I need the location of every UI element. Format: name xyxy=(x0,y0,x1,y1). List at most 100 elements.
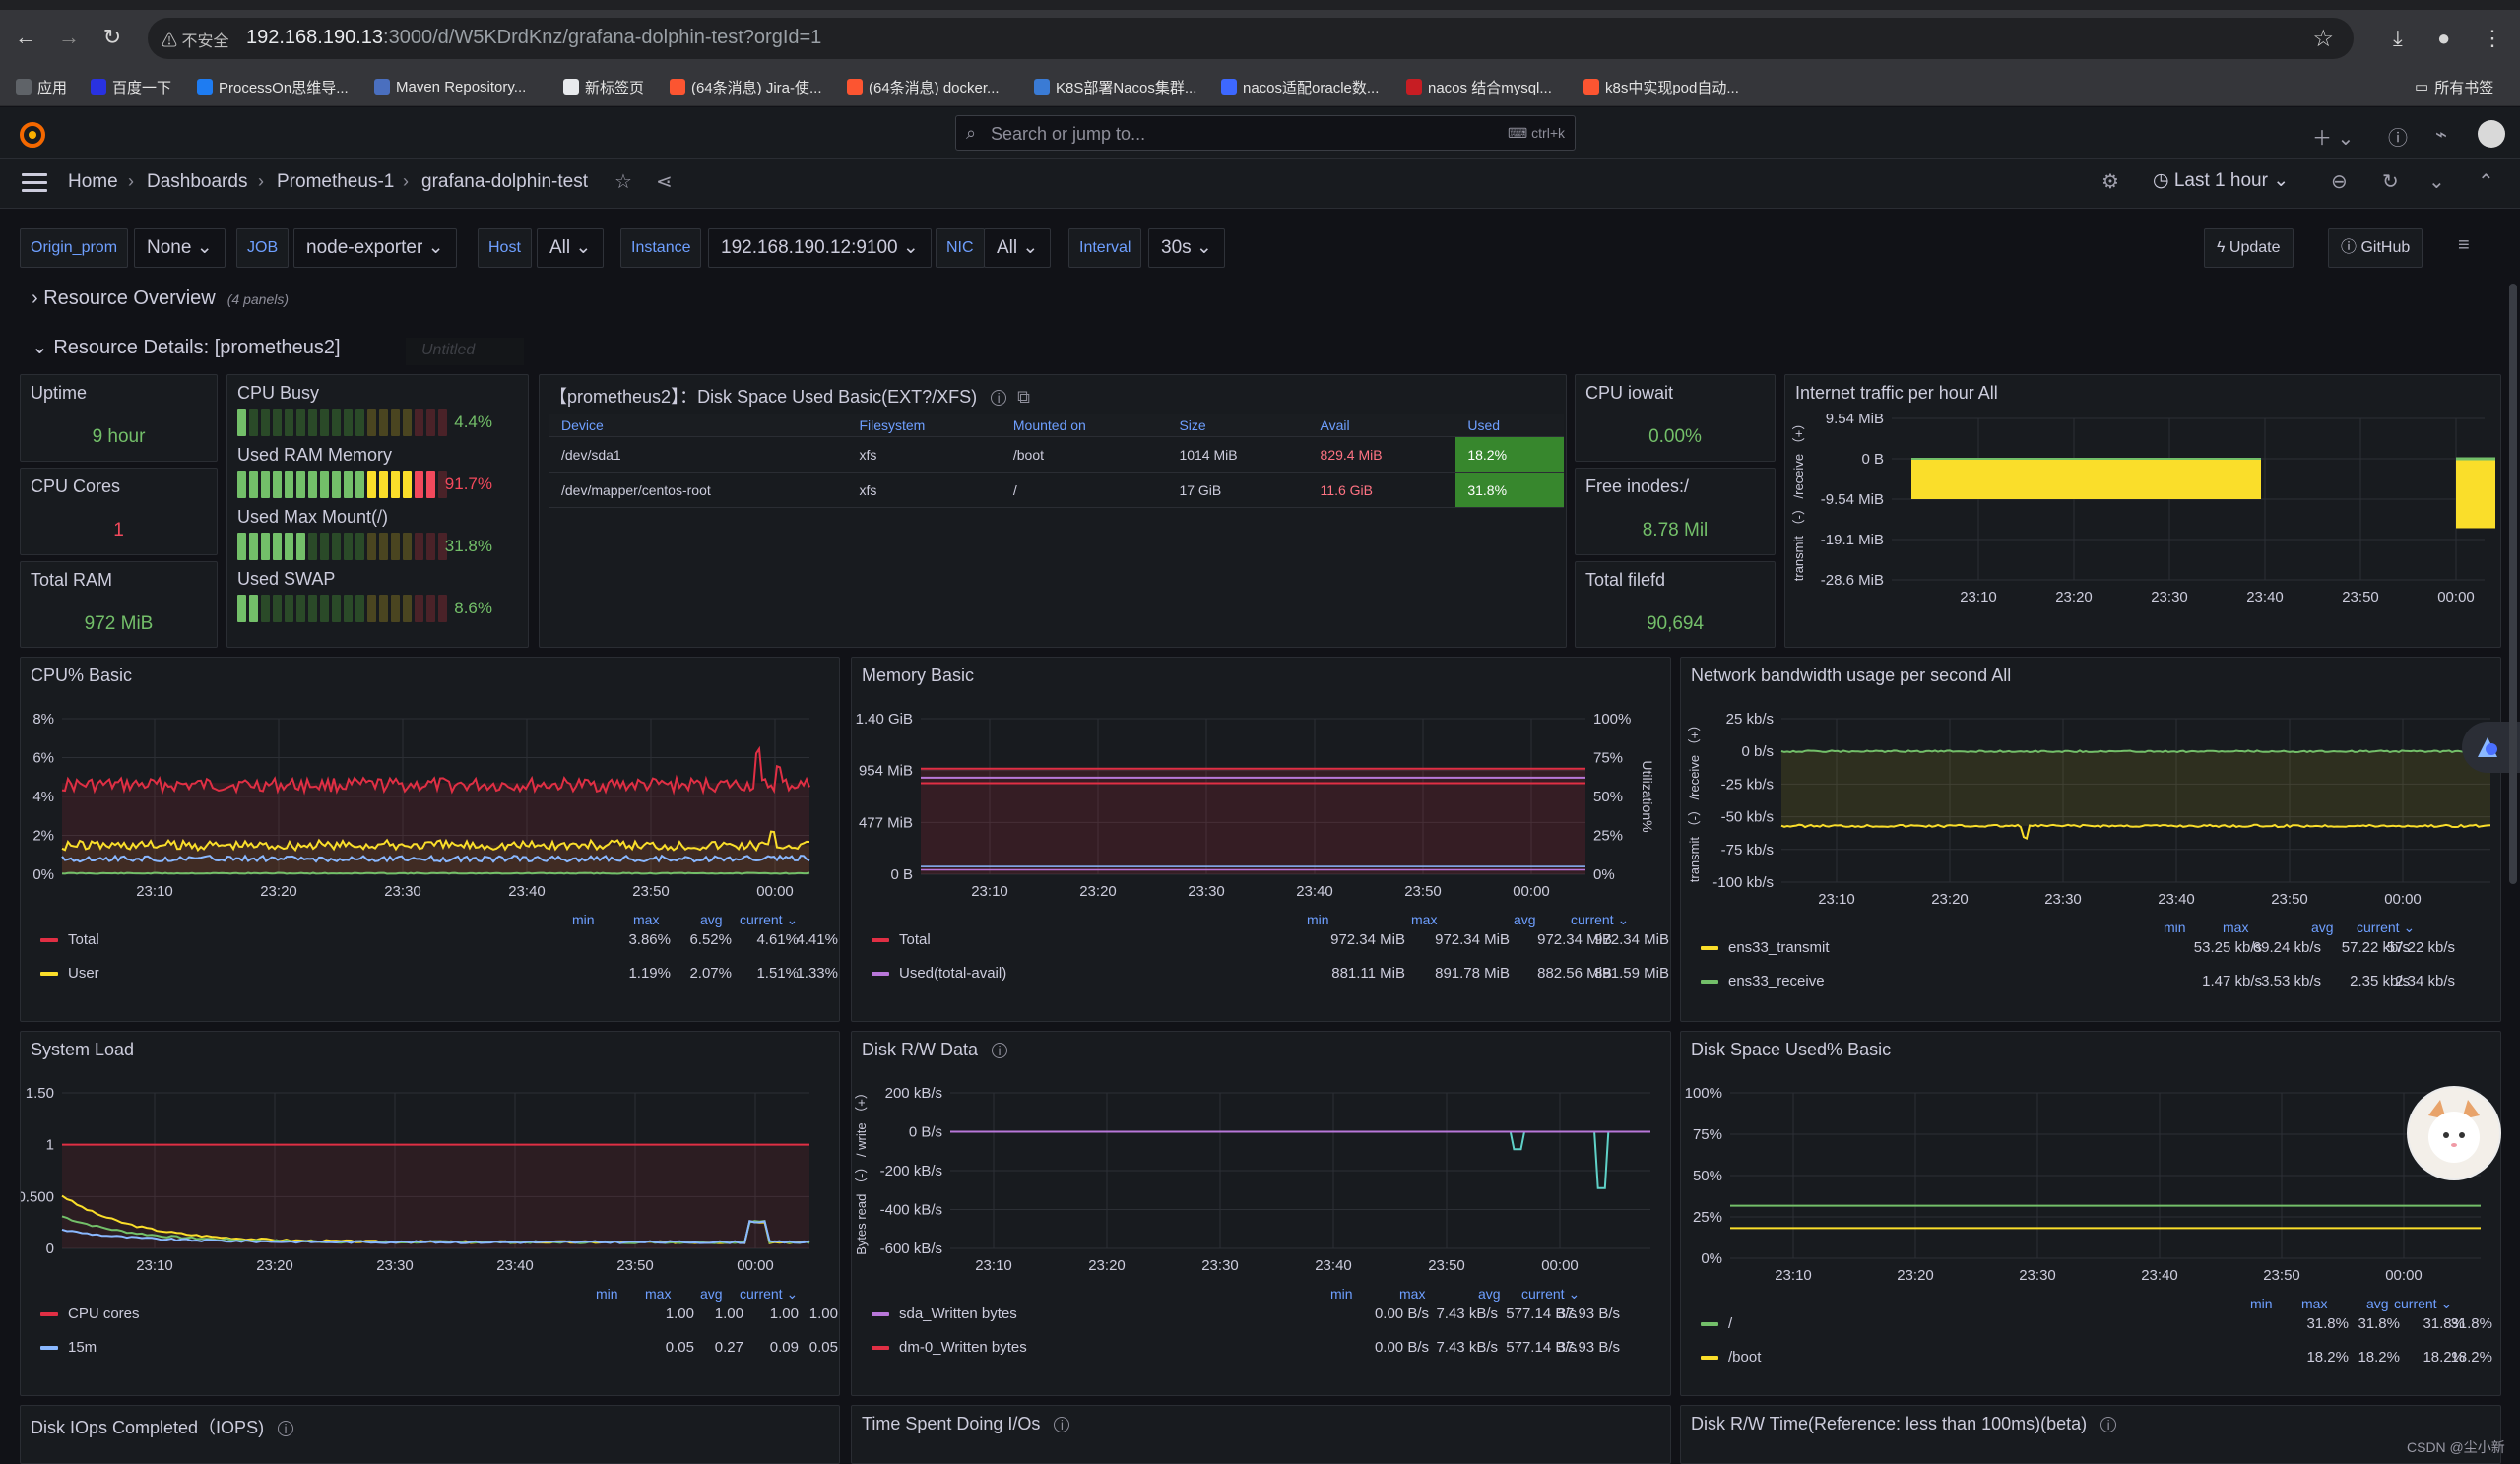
legend-column-header[interactable]: min xyxy=(596,1286,618,1302)
collapse-icon[interactable]: ⌃ xyxy=(2478,171,2494,193)
refresh-interval-chevron-icon[interactable]: ⌄ xyxy=(2428,171,2445,193)
time-picker[interactable]: ◷ Last 1 hour ⌄ xyxy=(2153,170,2290,191)
menu-toggle-icon[interactable] xyxy=(22,173,47,193)
table-header[interactable]: Used xyxy=(1455,414,1564,437)
panel-cpu-basic[interactable]: CPU% Basic 8% 6% 4% 2% 0% 23:10 23:20 23:30 23:4… xyxy=(20,657,840,1022)
legend-column-header[interactable]: avg xyxy=(2311,920,2334,935)
user-avatar[interactable] xyxy=(2478,120,2505,148)
bookmark-item[interactable]: 应用 xyxy=(16,77,67,96)
page-scrollbar[interactable] xyxy=(2509,284,2517,884)
info-icon[interactable]: i xyxy=(991,390,1007,406)
legend-column-header[interactable]: avg xyxy=(700,912,723,927)
panel-cpu-cores[interactable]: CPU Cores 1 xyxy=(20,468,218,555)
panel-cpu-iowait[interactable]: CPU iowait 0.00% xyxy=(1575,374,1776,462)
legend-column-header[interactable]: current ⌄ xyxy=(1521,1286,1581,1302)
star-dashboard-icon[interactable]: ☆ xyxy=(614,171,632,193)
legend-row[interactable]: ens33_receive 1.47 kb/s 3.53 kb/s 2.35 kb/s… xyxy=(1701,973,2481,998)
external-link-icon[interactable]: ⧉ xyxy=(1017,387,1031,407)
panel-disk-table[interactable]: 【prometheus2】：Disk Space Used Basic(EXT?… xyxy=(539,374,1567,648)
legend-column-header[interactable]: max xyxy=(633,912,660,927)
legend-row[interactable]: ens33_transmit 53.25 kb/s 69.24 kb/s 57.22 … xyxy=(1701,939,2481,965)
panel-total-filefd[interactable]: Total filefd 90,694 xyxy=(1575,561,1776,648)
bookmark-item[interactable]: 新标签页 xyxy=(563,77,644,96)
info-icon[interactable]: i xyxy=(1054,1417,1070,1432)
panel-disk-space-used[interactable]: Disk Space Used% Basic 100% 75% 50% 25% 0% 23… xyxy=(1680,1031,2501,1396)
bookmark-item[interactable]: nacos 结合mysql... xyxy=(1406,77,1552,96)
bookmark-item[interactable]: ProcessOn思维导... xyxy=(197,77,349,96)
bookmark-item[interactable]: k8s中实现pod自动... xyxy=(1583,77,1739,96)
news-icon[interactable]: ⌁ xyxy=(2435,124,2448,146)
table-header[interactable]: Size xyxy=(1167,414,1309,437)
legend-column-header[interactable]: current ⌄ xyxy=(1571,912,1630,927)
legend-column-header[interactable]: avg xyxy=(700,1286,723,1302)
bookmark-item[interactable]: Maven Repository... xyxy=(374,77,526,96)
forward-icon[interactable]: → xyxy=(58,25,80,49)
reload-icon[interactable]: ↻ xyxy=(102,25,122,49)
legend-column-header[interactable]: current ⌄ xyxy=(740,912,799,927)
breadcrumb-home[interactable]: Home xyxy=(68,171,118,192)
legend-row[interactable]: User 1.19% 2.07% 1.51% 1.33% xyxy=(40,965,838,990)
legend-row[interactable]: Used(total-avail) 881.11 MiB 891.78 MiB 882… xyxy=(872,965,1669,990)
settings-gear-icon[interactable]: ⚙ xyxy=(2101,171,2119,193)
legend-column-header[interactable]: current ⌄ xyxy=(2357,920,2416,935)
var-select-job[interactable]: node-exporter ⌄ xyxy=(293,228,457,268)
legend-column-header[interactable]: min xyxy=(1307,912,1329,927)
legend-column-header[interactable]: min xyxy=(1330,1286,1353,1302)
legend-row[interactable]: Total 972.34 MiB 972.34 MiB 972.34 MiB 972.3… xyxy=(872,931,1669,957)
panel-bar-gauges[interactable]: CPU Busy 4.4% Used RAM Memory 91.7% Used Max… xyxy=(226,374,529,648)
legend-column-header[interactable]: min xyxy=(2164,920,2186,935)
table-header[interactable]: Avail xyxy=(1308,414,1456,437)
github-button[interactable]: ⓘ GitHub xyxy=(2328,228,2423,268)
legend-row[interactable]: Total 3.86% 6.52% 4.61% 4.41% xyxy=(40,931,838,957)
legend-column-header[interactable]: avg xyxy=(1478,1286,1501,1302)
update-button[interactable]: ϟ Update xyxy=(2204,228,2294,268)
floating-cat-avatar[interactable] xyxy=(2407,1086,2501,1180)
bookmark-item[interactable]: nacos适配oracle数... xyxy=(1221,77,1379,96)
legend-column-header[interactable]: avg xyxy=(2366,1296,2389,1311)
info-icon[interactable]: i xyxy=(2100,1417,2117,1432)
refresh-icon[interactable]: ↻ xyxy=(2382,171,2399,193)
add-new-icon[interactable]: ＋ ⌄ xyxy=(2312,128,2355,150)
download-icon[interactable]: ⤓ xyxy=(2393,26,2403,50)
browser-menu-icon[interactable]: ⋮ xyxy=(2482,26,2503,50)
panel-uptime[interactable]: Uptime 9 hour xyxy=(20,374,218,462)
legend-column-header[interactable]: current ⌄ xyxy=(2394,1296,2453,1311)
panel-total-ram[interactable]: Total RAM 972 MiB xyxy=(20,561,218,648)
legend-column-header[interactable]: current ⌄ xyxy=(740,1286,799,1302)
var-select-origin-prom[interactable]: None ⌄ xyxy=(134,228,226,268)
share-icon[interactable]: ⋖ xyxy=(656,171,673,193)
legend-row[interactable]: sda_Written bytes 0.00 B/s 7.43 kB/s 577.14… xyxy=(872,1305,1650,1331)
bookmark-item[interactable]: K8S部署Nacos集群... xyxy=(1034,77,1196,96)
panel-disk-rw-data[interactable]: Disk R/W Data i 200 kB/s 0 B/s -200 kB/s -40… xyxy=(851,1031,1671,1396)
back-icon[interactable]: ← xyxy=(15,25,36,49)
all-bookmarks[interactable]: ▭ 所有书签 xyxy=(2415,77,2493,96)
panel-free-inodes[interactable]: Free inodes:/ 8.78 Mil xyxy=(1575,468,1776,555)
panel-time-spent-io[interactable]: Time Spent Doing I/Os i xyxy=(851,1405,1671,1464)
legend-column-header[interactable]: max xyxy=(2223,920,2249,935)
row-resource-overview[interactable]: › Resource Overview (4 panels) xyxy=(32,287,289,310)
legend-row[interactable]: /31.8% 31.8% 31.8% 31.8% xyxy=(1701,1315,2492,1341)
legend-column-header[interactable]: max xyxy=(1399,1286,1426,1302)
var-select-nic[interactable]: All ⌄ xyxy=(984,228,1052,268)
search-bar[interactable]: ⌕ Search or jump to... ⌨ ctrl+k xyxy=(955,115,1576,151)
var-select-host[interactable]: All ⌄ xyxy=(537,228,605,268)
help-icon[interactable]: ⓘ xyxy=(2388,128,2408,150)
legend-column-header[interactable]: min xyxy=(2250,1296,2273,1311)
zoom-out-icon[interactable]: ⊖ xyxy=(2331,171,2348,193)
grafana-logo-icon[interactable] xyxy=(18,119,47,149)
panel-disk-rw-time[interactable]: Disk R/W Time(Reference: less than 100ms… xyxy=(1680,1405,2501,1464)
insecure-warning-icon[interactable]: ⚠ 不安全 xyxy=(162,33,229,50)
table-header[interactable]: Mounted on xyxy=(1001,414,1168,437)
bookmark-item[interactable]: 百度一下 xyxy=(91,77,171,96)
var-select-instance[interactable]: 192.168.190.12:9100 ⌄ xyxy=(708,228,932,268)
panel-disk-iops[interactable]: Disk IOps Completed（IOPS) i xyxy=(20,1405,840,1464)
legend-column-header[interactable]: max xyxy=(1411,912,1438,927)
bookmark-star-icon[interactable]: ☆ xyxy=(2312,26,2334,52)
legend-column-header[interactable]: max xyxy=(645,1286,672,1302)
table-header[interactable]: Filesystem xyxy=(847,414,1002,437)
panel-memory-basic[interactable]: Memory Basic 1.40 GiB 954 MiB 477 MiB 0 B 10… xyxy=(851,657,1671,1022)
legend-column-header[interactable]: avg xyxy=(1514,912,1536,927)
bookmark-item[interactable]: (64条消息) Jira-使... xyxy=(670,77,822,96)
address-bar[interactable]: ⚠ 不安全 192.168.190.13:3000/d/W5KDrdKnz/gr… xyxy=(148,18,2354,59)
panel-internet-traffic[interactable]: Internet traffic per hour All 9.54 MiB 0 … xyxy=(1784,374,2501,648)
